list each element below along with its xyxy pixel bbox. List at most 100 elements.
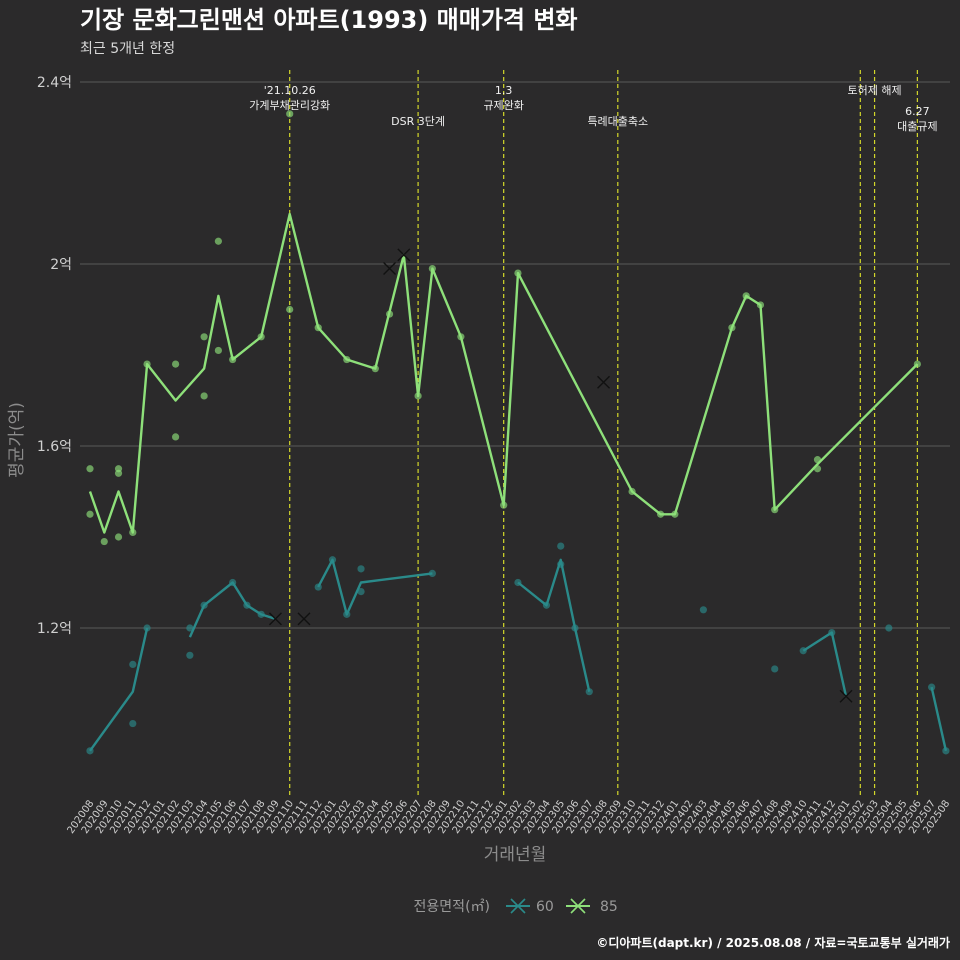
event-label: DSR 3단계 [391, 115, 445, 128]
series-60-point [699, 606, 707, 614]
series-85-point [913, 360, 921, 368]
series-85-point [257, 333, 265, 341]
event-label: 대출규제 [897, 120, 937, 133]
series-85-point [286, 110, 294, 118]
series-60-point [314, 583, 322, 591]
series-85-point [286, 305, 294, 314]
legend-key-60 [506, 898, 530, 914]
series-60-point [828, 628, 836, 637]
legend: 전용면적(㎡) 60 85 [414, 898, 618, 915]
series-60-line [930, 686, 948, 752]
event-label: 가계부채관리강화 [249, 99, 330, 112]
series-85-point [114, 469, 123, 477]
series-60-line [802, 631, 848, 697]
series-85-point [229, 355, 237, 364]
event-label: 규제완화 [483, 99, 523, 112]
series-60-point [942, 747, 950, 755]
series-60-line [89, 627, 149, 752]
series-60-point [200, 601, 208, 609]
series-60-cross [297, 612, 311, 626]
series-60-point [799, 647, 807, 655]
legend-title: 전용면적(㎡) [414, 899, 490, 915]
x-axis-title: 거래년월 [484, 845, 547, 865]
series-60-point [129, 719, 137, 728]
event-label: 특례대출축소 [587, 115, 648, 128]
event-label: 토허제 해제 [848, 83, 902, 97]
series-85-point [214, 346, 222, 355]
series-85-point [813, 456, 822, 464]
legend-label-85: 85 [600, 899, 618, 915]
series-85-point [414, 392, 422, 400]
y-tick-label: 1.2억 [37, 621, 72, 637]
series-85-point [129, 528, 137, 537]
y-tick-label: 2.4억 [37, 75, 72, 91]
series-85-point [428, 264, 436, 273]
series-85-point [171, 433, 180, 441]
event-label: '21.10.26 [264, 84, 316, 97]
series-60-point [357, 588, 365, 596]
series-85-cross [597, 375, 611, 389]
y-axis-title: 평균가(억) [7, 402, 27, 478]
legend-label-60: 60 [536, 899, 554, 915]
series-60-point [557, 560, 565, 568]
legend-key-85 [566, 898, 590, 914]
series-60-cross [839, 689, 853, 703]
series-60-point [357, 565, 365, 573]
series-85-point [86, 465, 94, 473]
gridlines [80, 81, 950, 629]
series-85-point [100, 537, 108, 546]
series-60-point [771, 665, 779, 673]
series-60-point [257, 610, 265, 618]
series-85-point [457, 333, 465, 341]
series-85-cross [397, 248, 411, 262]
series-85-point [171, 360, 180, 368]
chart-subtitle: 최근 5개년 한정 [80, 41, 175, 57]
series-60-point [143, 624, 151, 632]
series-60-line [517, 558, 591, 692]
series-60-point [129, 660, 137, 669]
series-85-point [742, 292, 750, 300]
series-85-point [728, 324, 736, 332]
series-60-point [428, 569, 436, 578]
series-85-point [86, 510, 94, 518]
legend-key-cross [510, 898, 526, 914]
series-85-point [500, 501, 508, 509]
series-60-line [317, 558, 433, 616]
series-60-point [186, 651, 194, 659]
chart-title: 기장 문화그린맨션 아파트(1993) 매매가격 변화 [80, 6, 578, 34]
series-60-point [86, 747, 94, 755]
x-axis-ticks: 2020082020092020102020112020122021012021… [66, 798, 953, 836]
series-60-cross [268, 612, 282, 626]
series-60-point [571, 624, 579, 632]
series-85-point [771, 506, 779, 514]
series-85-point [343, 355, 351, 364]
series-85-point [657, 510, 665, 518]
series-85-point [114, 533, 123, 541]
series-85-point [214, 237, 222, 245]
series-60 [86, 542, 950, 755]
series-85-point [628, 487, 636, 496]
series-85-point [200, 333, 208, 341]
series-60-point [328, 556, 337, 564]
series-60-point [928, 683, 936, 691]
series-60-point [557, 542, 565, 550]
series-85-point [813, 465, 822, 473]
series-60-point [885, 624, 893, 632]
series-85-point [143, 360, 151, 368]
series-85-point [371, 365, 379, 373]
y-tick-label: 2억 [50, 257, 72, 273]
series-60-point [585, 688, 593, 696]
series-60-point [186, 624, 194, 632]
event-label: 6.27 [905, 105, 930, 118]
series-85-point [314, 324, 322, 332]
series-60-point [514, 578, 522, 587]
series-85-point [671, 510, 679, 518]
series-60-line [188, 581, 276, 638]
series-85-point [756, 301, 765, 309]
series-85-point [200, 392, 208, 400]
series-60-point [542, 601, 551, 609]
series-85-point [385, 310, 394, 318]
series-60-point [229, 578, 237, 587]
